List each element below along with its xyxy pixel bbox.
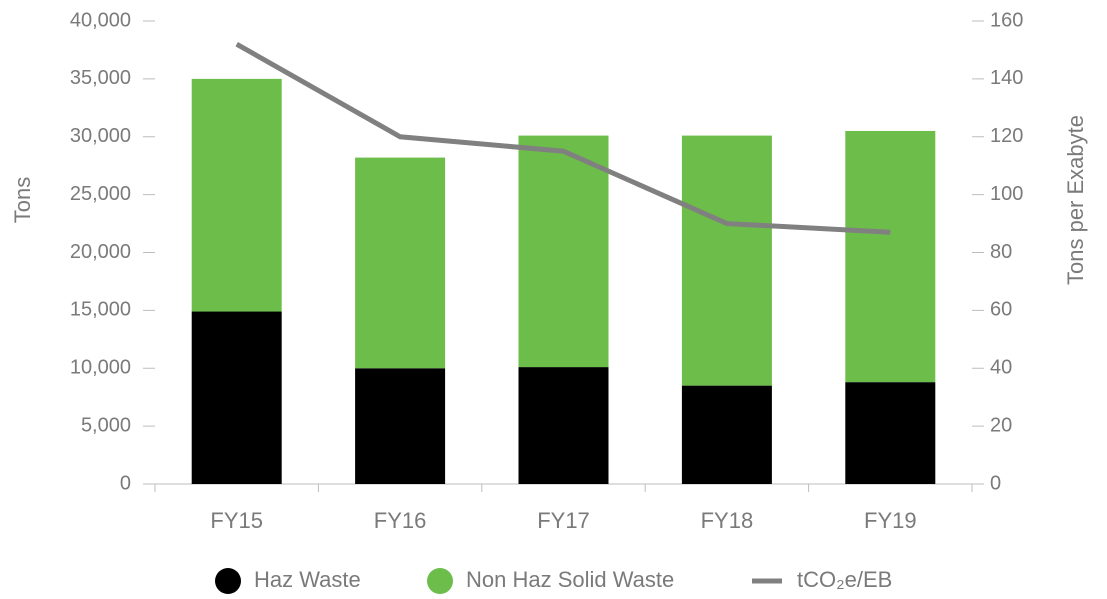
y2-tick-label: 140 [990,67,1023,89]
x-tick-label: FY15 [210,508,263,533]
x-tick-label: FY18 [701,508,754,533]
y-tick-label: 10,000 [70,357,131,379]
y-tick-label: 15,000 [70,299,131,321]
y2-tick-label: 0 [990,472,1001,494]
y-tick-label: 25,000 [70,183,131,205]
y2-axis-title: Tons per Exabyte [1063,115,1088,285]
bar-segment [681,385,772,484]
legend-label: tCO₂e/EB [797,567,892,592]
bar-segment [518,367,609,484]
y2-tick-label: 100 [990,183,1023,205]
y2-tick-label: 40 [990,357,1012,379]
legend-swatch [215,568,241,594]
bar-segment [518,135,609,368]
legend-label: Haz Waste [254,567,361,592]
y2-tick-label: 120 [990,125,1023,147]
y-tick-label: 35,000 [70,67,131,89]
line-series [235,41,891,235]
y2-tick-label: 160 [990,9,1023,31]
bar-segment [355,157,446,369]
y-tick-label: 40,000 [70,9,131,31]
legend-label: Non Haz Solid Waste [466,567,674,592]
y-tick-label: 20,000 [70,241,131,263]
bar-segment [191,78,282,312]
y2-tick-label: 80 [990,241,1012,263]
bar-segment [845,382,936,484]
x-tick-label: FY17 [537,508,590,533]
bar-segment [355,368,446,484]
y-tick-label: 0 [120,472,131,494]
y-tick-label: 30,000 [70,125,131,147]
y2-tick-label: 20 [990,414,1012,436]
y-axis-title: Tons [10,177,35,223]
x-tick-label: FY19 [864,508,917,533]
x-tick-label: FY16 [374,508,427,533]
legend-swatch [427,568,453,594]
bar-segment [681,135,772,386]
y-tick-label: 5,000 [81,414,131,436]
bar-segment [845,130,936,383]
bar-segment [191,311,282,484]
y2-tick-label: 60 [990,299,1012,321]
